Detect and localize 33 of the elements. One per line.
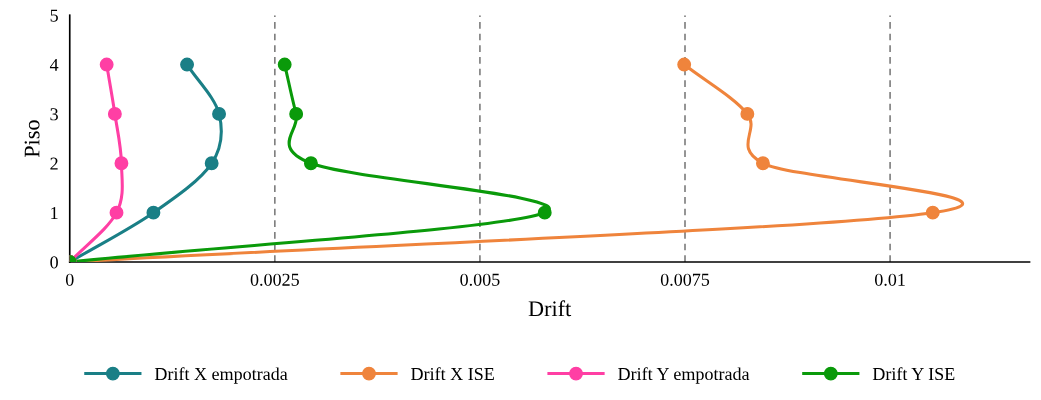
y-axis-title: Piso (24, 120, 40, 158)
point (740, 106, 755, 121)
point (277, 57, 292, 72)
point (755, 156, 770, 171)
point (107, 106, 122, 121)
x-tick-label: 0 (65, 273, 74, 286)
y-tick-label: 0 (50, 256, 58, 269)
y-tick-label: 5 (50, 9, 58, 22)
x-tick-label: 0.0075 (660, 273, 710, 286)
point (537, 205, 552, 220)
point (99, 57, 114, 72)
point (180, 57, 195, 72)
x-tick-label: 0.005 (460, 273, 500, 286)
y-tick-label: 4 (49, 58, 59, 71)
point (212, 106, 226, 121)
y-tick-label: 2 (50, 157, 58, 170)
legend-label: Drift X empotrada (154, 367, 288, 384)
legend-label: Drift Y empotrada (618, 367, 750, 384)
point (114, 156, 129, 171)
x-tick-label: 0.01 (874, 273, 905, 286)
x-axis-title: Drift (528, 300, 572, 317)
point (677, 57, 692, 72)
point (925, 205, 940, 220)
y-tick-label: 3 (50, 108, 58, 121)
point (289, 106, 304, 121)
y-tick-label: 1 (51, 206, 58, 219)
legend-label: Drift X ISE (411, 367, 494, 381)
point (109, 205, 124, 220)
point (204, 156, 219, 171)
x-tick-label: 0.0025 (250, 273, 299, 286)
legend-label: Drift Y ISE (872, 367, 955, 381)
point (146, 205, 161, 220)
point (303, 156, 318, 171)
